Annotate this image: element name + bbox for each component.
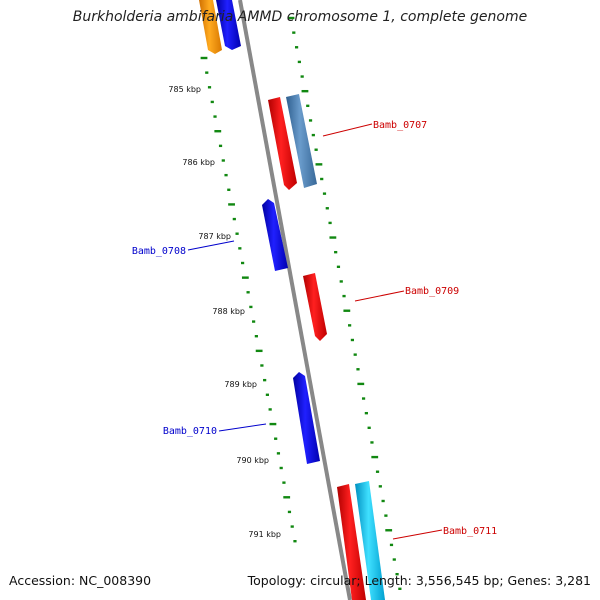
- gene-bamb-0711[interactable]: [337, 484, 366, 600]
- genome-summary: Topology: circular; Length: 3,556,545 bp…: [247, 573, 591, 588]
- kbp-label: 790 kbp: [236, 456, 269, 465]
- ruler-ticks-inner: [200, 56, 297, 543]
- leader-line: [354, 290, 405, 302]
- leader-line: [218, 423, 267, 432]
- kbp-label: 789 kbp: [224, 380, 257, 389]
- leader-line: [392, 529, 443, 540]
- gene-labels: Bamb_0707 Bamb_0708 Bamb_0709 Bamb_0710 …: [132, 120, 497, 540]
- gene-bamb-0707[interactable]: [268, 97, 297, 190]
- kbp-label: 788 kbp: [212, 307, 245, 316]
- accession-text: Accession: NC_008390: [9, 573, 152, 588]
- kbp-label: 787 kbp: [198, 232, 231, 241]
- gene-label-bamb-0711[interactable]: Bamb_0711: [443, 526, 497, 537]
- gene-partial-orange[interactable]: [199, 0, 222, 54]
- gene-bamb-0709[interactable]: [303, 273, 327, 341]
- gene-bamb-0708[interactable]: [262, 199, 288, 271]
- genome-backbone: [238, 0, 352, 600]
- map-title: Burkholderia ambifaria AMMD chromosome 1…: [72, 9, 528, 25]
- gene-features: [199, 0, 385, 600]
- kbp-label: 791 kbp: [248, 530, 281, 539]
- leader-line: [322, 123, 373, 137]
- gene-bamb-0710[interactable]: [293, 372, 320, 464]
- ruler-ticks-outer: [287, 16, 402, 591]
- gene-bamb-0711-companion[interactable]: [355, 481, 385, 600]
- kbp-label: 785 kbp: [168, 85, 201, 94]
- gene-partial-blue[interactable]: [216, 0, 241, 50]
- leader-line: [187, 240, 235, 251]
- gene-bamb-0707-companion[interactable]: [286, 94, 317, 188]
- gene-label-bamb-0709[interactable]: Bamb_0709: [405, 286, 459, 297]
- kbp-label: 786 kbp: [182, 158, 215, 167]
- gene-label-bamb-0707[interactable]: Bamb_0707: [373, 120, 427, 131]
- gene-label-bamb-0710[interactable]: Bamb_0710: [163, 426, 217, 437]
- ruler-labels: 785 kbp 786 kbp 787 kbp 788 kbp 789 kbp …: [168, 85, 281, 539]
- gene-label-bamb-0708[interactable]: Bamb_0708: [132, 246, 186, 257]
